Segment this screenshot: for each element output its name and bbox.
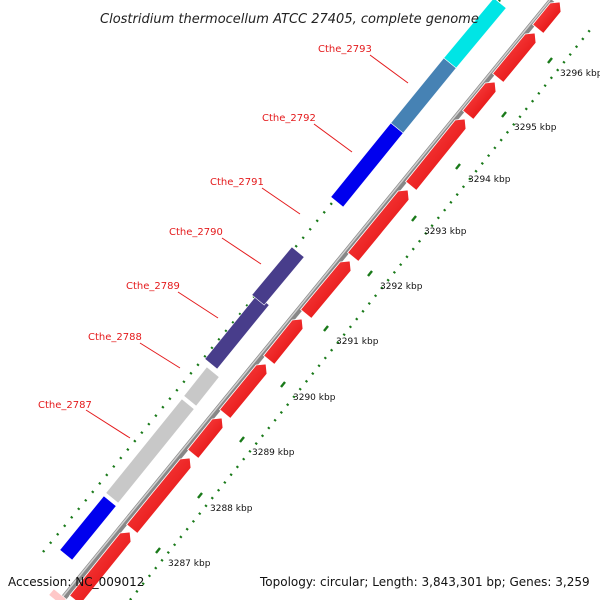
gene-callouts: Cthe_2787 Cthe_2788 Cthe_2789 Cthe_2790 Cthe… — [38, 44, 409, 439]
callout-leader — [85, 409, 131, 439]
tick-label: 3288 kbp — [210, 504, 253, 514]
gene-label[interactable]: Cthe_2790 — [169, 227, 223, 238]
cds-arrow — [532, 1, 562, 34]
gene-block — [390, 57, 457, 134]
major-tick — [367, 270, 373, 277]
map-title: Clostridium thermocellum ATCC 27405, com… — [100, 12, 479, 27]
cds-arrow — [69, 531, 132, 600]
cds-arrow — [219, 363, 268, 419]
gene-label[interactable]: Cthe_2792 — [262, 113, 316, 124]
major-tick — [323, 325, 329, 332]
outer-gene-track — [48, 0, 507, 600]
gene-label[interactable]: Cthe_2793 — [318, 44, 372, 55]
cds-arrow — [405, 118, 467, 191]
cds-arrow — [126, 457, 192, 534]
gene-block — [443, 0, 507, 69]
gene-label[interactable]: Cthe_2787 — [38, 400, 92, 411]
tick-label: 3295 kbp — [514, 123, 557, 133]
major-tick — [239, 436, 245, 443]
gene-label[interactable]: Cthe_2788 — [88, 332, 142, 343]
cds-arrow — [492, 32, 537, 83]
accession-text: Accession: NC_009012 — [8, 575, 144, 589]
forward-cds-track — [69, 1, 562, 600]
gene-block — [48, 588, 67, 600]
kbp-ticks: 3287 kbp 3288 kbp 3289 kbp 3290 kbp 3291 kbp… — [155, 57, 600, 569]
major-tick — [280, 381, 286, 388]
cds-arrow — [462, 81, 497, 120]
major-tick — [411, 215, 417, 222]
backbone-line — [59, 0, 555, 600]
gene-block — [183, 366, 220, 407]
cds-arrow — [263, 318, 304, 365]
major-tick — [547, 57, 553, 64]
callout-leader — [139, 342, 181, 369]
major-tick — [155, 547, 161, 554]
callout-leader — [261, 187, 301, 215]
gene-block — [59, 495, 117, 561]
tick-label: 3291 kbp — [336, 337, 379, 347]
cds-arrow — [347, 189, 410, 262]
callout-leader — [177, 291, 219, 319]
gene-label[interactable]: Cthe_2789 — [126, 281, 180, 292]
tick-label: 3290 kbp — [293, 393, 336, 403]
major-tick — [455, 163, 461, 170]
tick-label: 3294 kbp — [468, 175, 511, 185]
callout-leader — [221, 237, 262, 265]
major-tick — [197, 492, 203, 499]
tick-label: 3296 kbp — [560, 69, 600, 79]
outer-tick-track — [129, 29, 591, 600]
tick-label: 3287 kbp — [168, 559, 211, 569]
tick-label: 3289 kbp — [252, 448, 295, 458]
major-tick — [501, 111, 507, 118]
callout-leader — [313, 123, 353, 153]
cds-arrow — [300, 260, 352, 319]
gene-block — [251, 246, 305, 306]
genome-stats-text: Topology: circular; Length: 3,843,301 bp… — [259, 575, 590, 589]
backbone-highlight — [59, 0, 551, 600]
gene-label[interactable]: Cthe_2791 — [210, 177, 264, 188]
tick-label: 3293 kbp — [424, 227, 467, 237]
cds-arrow — [187, 417, 224, 459]
tick-label: 3292 kbp — [380, 282, 423, 292]
callout-leader — [369, 54, 409, 84]
gene-block — [105, 398, 195, 504]
